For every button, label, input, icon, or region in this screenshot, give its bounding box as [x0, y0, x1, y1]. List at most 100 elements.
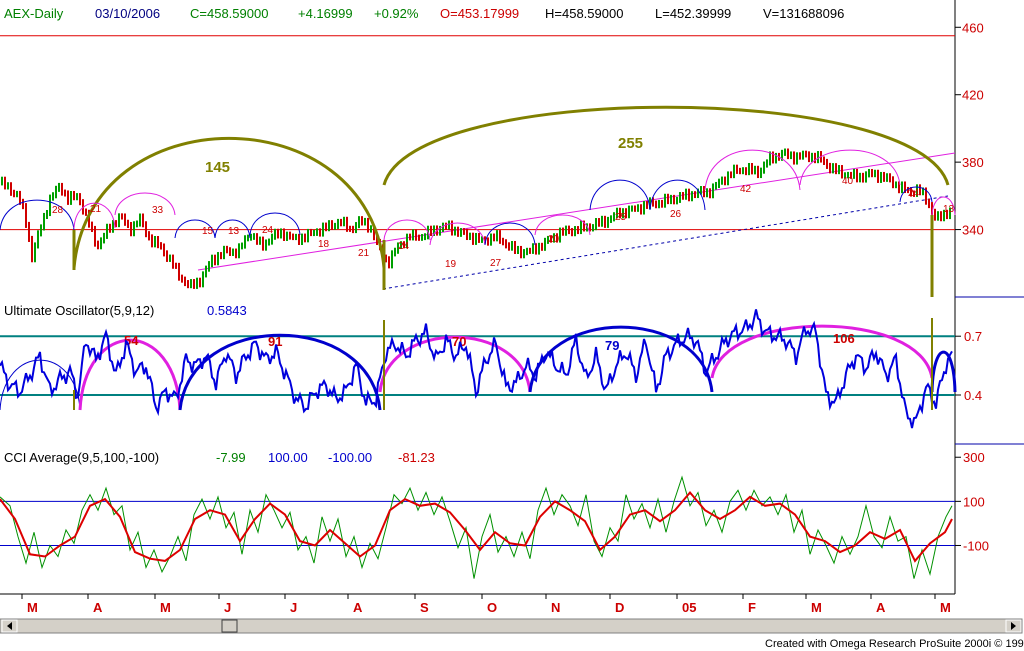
cci-panel: 300 100 -100 — [0, 450, 989, 579]
uo-cycle-arc — [710, 324, 934, 379]
price-cycle-label: 24 — [908, 188, 920, 199]
uo-cycle-label: 106 — [833, 331, 855, 346]
price-cycle-label: 145 — [205, 159, 230, 176]
x-axis-month-label: N — [551, 600, 560, 615]
cci-y-tick-label: 100 — [963, 494, 985, 509]
price-cycle-label: 40 — [842, 176, 854, 187]
price-y-tick-label: 380 — [962, 155, 984, 170]
price-y-tick-label: 460 — [962, 20, 984, 35]
uo-cycle-label: 91 — [268, 334, 282, 349]
x-axis-month-label: J — [224, 600, 231, 615]
cycle-arc-145 — [72, 136, 386, 269]
uo-title: Ultimate Oscillator(5,9,12) — [4, 303, 155, 318]
cci-title: CCI Average(9,5,100,-100) — [4, 450, 160, 465]
scroll-thumb[interactable] — [221, 619, 238, 633]
price-panel: 460 420 380 340 145 255 28 21 33 15 13 24 18 21 24 19 27… — [0, 20, 984, 297]
header-date: 03/10/2006 — [95, 6, 161, 21]
x-axis-month-label: D — [615, 600, 624, 615]
price-cycle-label: 33 — [152, 205, 164, 216]
uo-series-line — [0, 309, 953, 429]
sub-cycle-arc — [484, 222, 536, 246]
sub-cycle-arc — [534, 214, 591, 236]
cci-value-4: -81.23 — [398, 450, 435, 465]
horizontal-scrollbar[interactable] — [0, 618, 1023, 634]
price-cycle-label: 25 — [615, 212, 627, 223]
sub-cycle-arc — [249, 212, 301, 236]
sub-cycle-arc — [114, 192, 176, 216]
header-percent: +0.92% — [374, 6, 419, 21]
sub-cycle-arc — [214, 219, 251, 239]
price-cycle-label: 20 — [548, 234, 560, 245]
price-cycle-label: 28 — [52, 205, 64, 216]
cycle-arc-255 — [382, 105, 950, 186]
uo-cycle-arc — [178, 333, 382, 411]
header-high: H=458.59000 — [545, 6, 624, 21]
cci-series-line — [0, 475, 953, 579]
price-cycle-label: 19 — [445, 259, 457, 270]
sub-cycle-arc — [704, 149, 801, 191]
uo-y-tick-label: 0.4 — [964, 388, 982, 403]
cci-series-line — [0, 490, 953, 563]
x-axis-month-label: M — [940, 600, 951, 615]
sub-cycle-arc — [383, 219, 431, 241]
x-axis-month-label: A — [876, 600, 886, 615]
ultimate-oscillator-panel: 0.70.454 91 70 79 106 — [0, 309, 982, 429]
uo-last-value: 0.5843 — [207, 303, 247, 318]
price-cycle-label: 24 — [262, 225, 274, 236]
cci-y-tick-label: 300 — [963, 450, 985, 465]
x-axis-month-label: M — [811, 600, 822, 615]
uo-cycle-label: 70 — [452, 334, 466, 349]
header-close: C=458.59000 — [190, 6, 269, 21]
x-axis-month-label: F — [748, 600, 756, 615]
cci-value-2: 100.00 — [268, 450, 308, 465]
sub-cycle-arc — [589, 179, 651, 211]
cci-y-tick-label: -100 — [963, 538, 989, 553]
price-cycle-label: 21 — [358, 248, 370, 259]
uo-y-tick-label: 0.7 — [964, 329, 982, 344]
footer-credit: Created with Omega Research ProSuite 200… — [765, 638, 1024, 650]
header-low: L=452.39999 — [655, 6, 732, 21]
x-axis-month-label: J — [290, 600, 297, 615]
cci-value-3: -100.00 — [328, 450, 373, 465]
uo-cycle-arc — [78, 338, 182, 411]
header-open: O=453.17999 — [440, 6, 520, 21]
price-cycle-label: 26 — [670, 209, 682, 220]
price-cycle-label: 24 — [398, 241, 410, 252]
price-y-tick-label: 420 — [962, 88, 984, 103]
price-cycle-label: 21 — [90, 204, 102, 215]
price-cycle-label: 15 — [202, 226, 214, 237]
x-axis-month-label: S — [420, 600, 429, 615]
sub-cycle-arc — [174, 219, 216, 239]
uo-cycle-arc — [930, 350, 957, 393]
x-axis-month-label: A — [93, 600, 103, 615]
price-cycle-label: 255 — [618, 135, 643, 152]
sub-cycle-arc — [0, 199, 75, 231]
price-cycle-label: 27 — [490, 258, 502, 269]
x-axis-labels: M A M J J A S O N D 05 F M A M — [21, 594, 951, 615]
scroll-right-arrow-icon — [1011, 622, 1016, 630]
uo-cycle-label: 79 — [605, 338, 619, 353]
sub-cycle-arc — [73, 202, 116, 229]
header-volume: V=131688096 — [763, 6, 845, 21]
scroll-left-arrow-icon — [7, 622, 12, 630]
sub-cycle-arc — [899, 186, 933, 203]
price-cycle-label: 18 — [318, 239, 330, 250]
sub-cycle-arc — [429, 222, 486, 246]
x-axis-month-label: O — [487, 600, 497, 615]
sub-cycle-arc — [799, 149, 901, 186]
sub-cycle-arc — [649, 179, 706, 211]
header-change: +4.16999 — [298, 6, 353, 21]
sub-cycle-arc — [931, 196, 956, 216]
price-cycle-label: 42 — [740, 184, 752, 195]
upper-channel-line — [197, 152, 956, 271]
x-axis-month-label: 05 — [682, 600, 696, 615]
price-y-tick-label: 340 — [962, 223, 984, 238]
x-axis-month-label: A — [353, 600, 363, 615]
x-axis-month-label: M — [160, 600, 171, 615]
uo-cycle-arc — [378, 335, 532, 393]
price-cycle-label: 13 — [228, 226, 240, 237]
price-cycle-label: 13 — [943, 204, 955, 215]
cci-value-1: -7.99 — [216, 450, 246, 465]
